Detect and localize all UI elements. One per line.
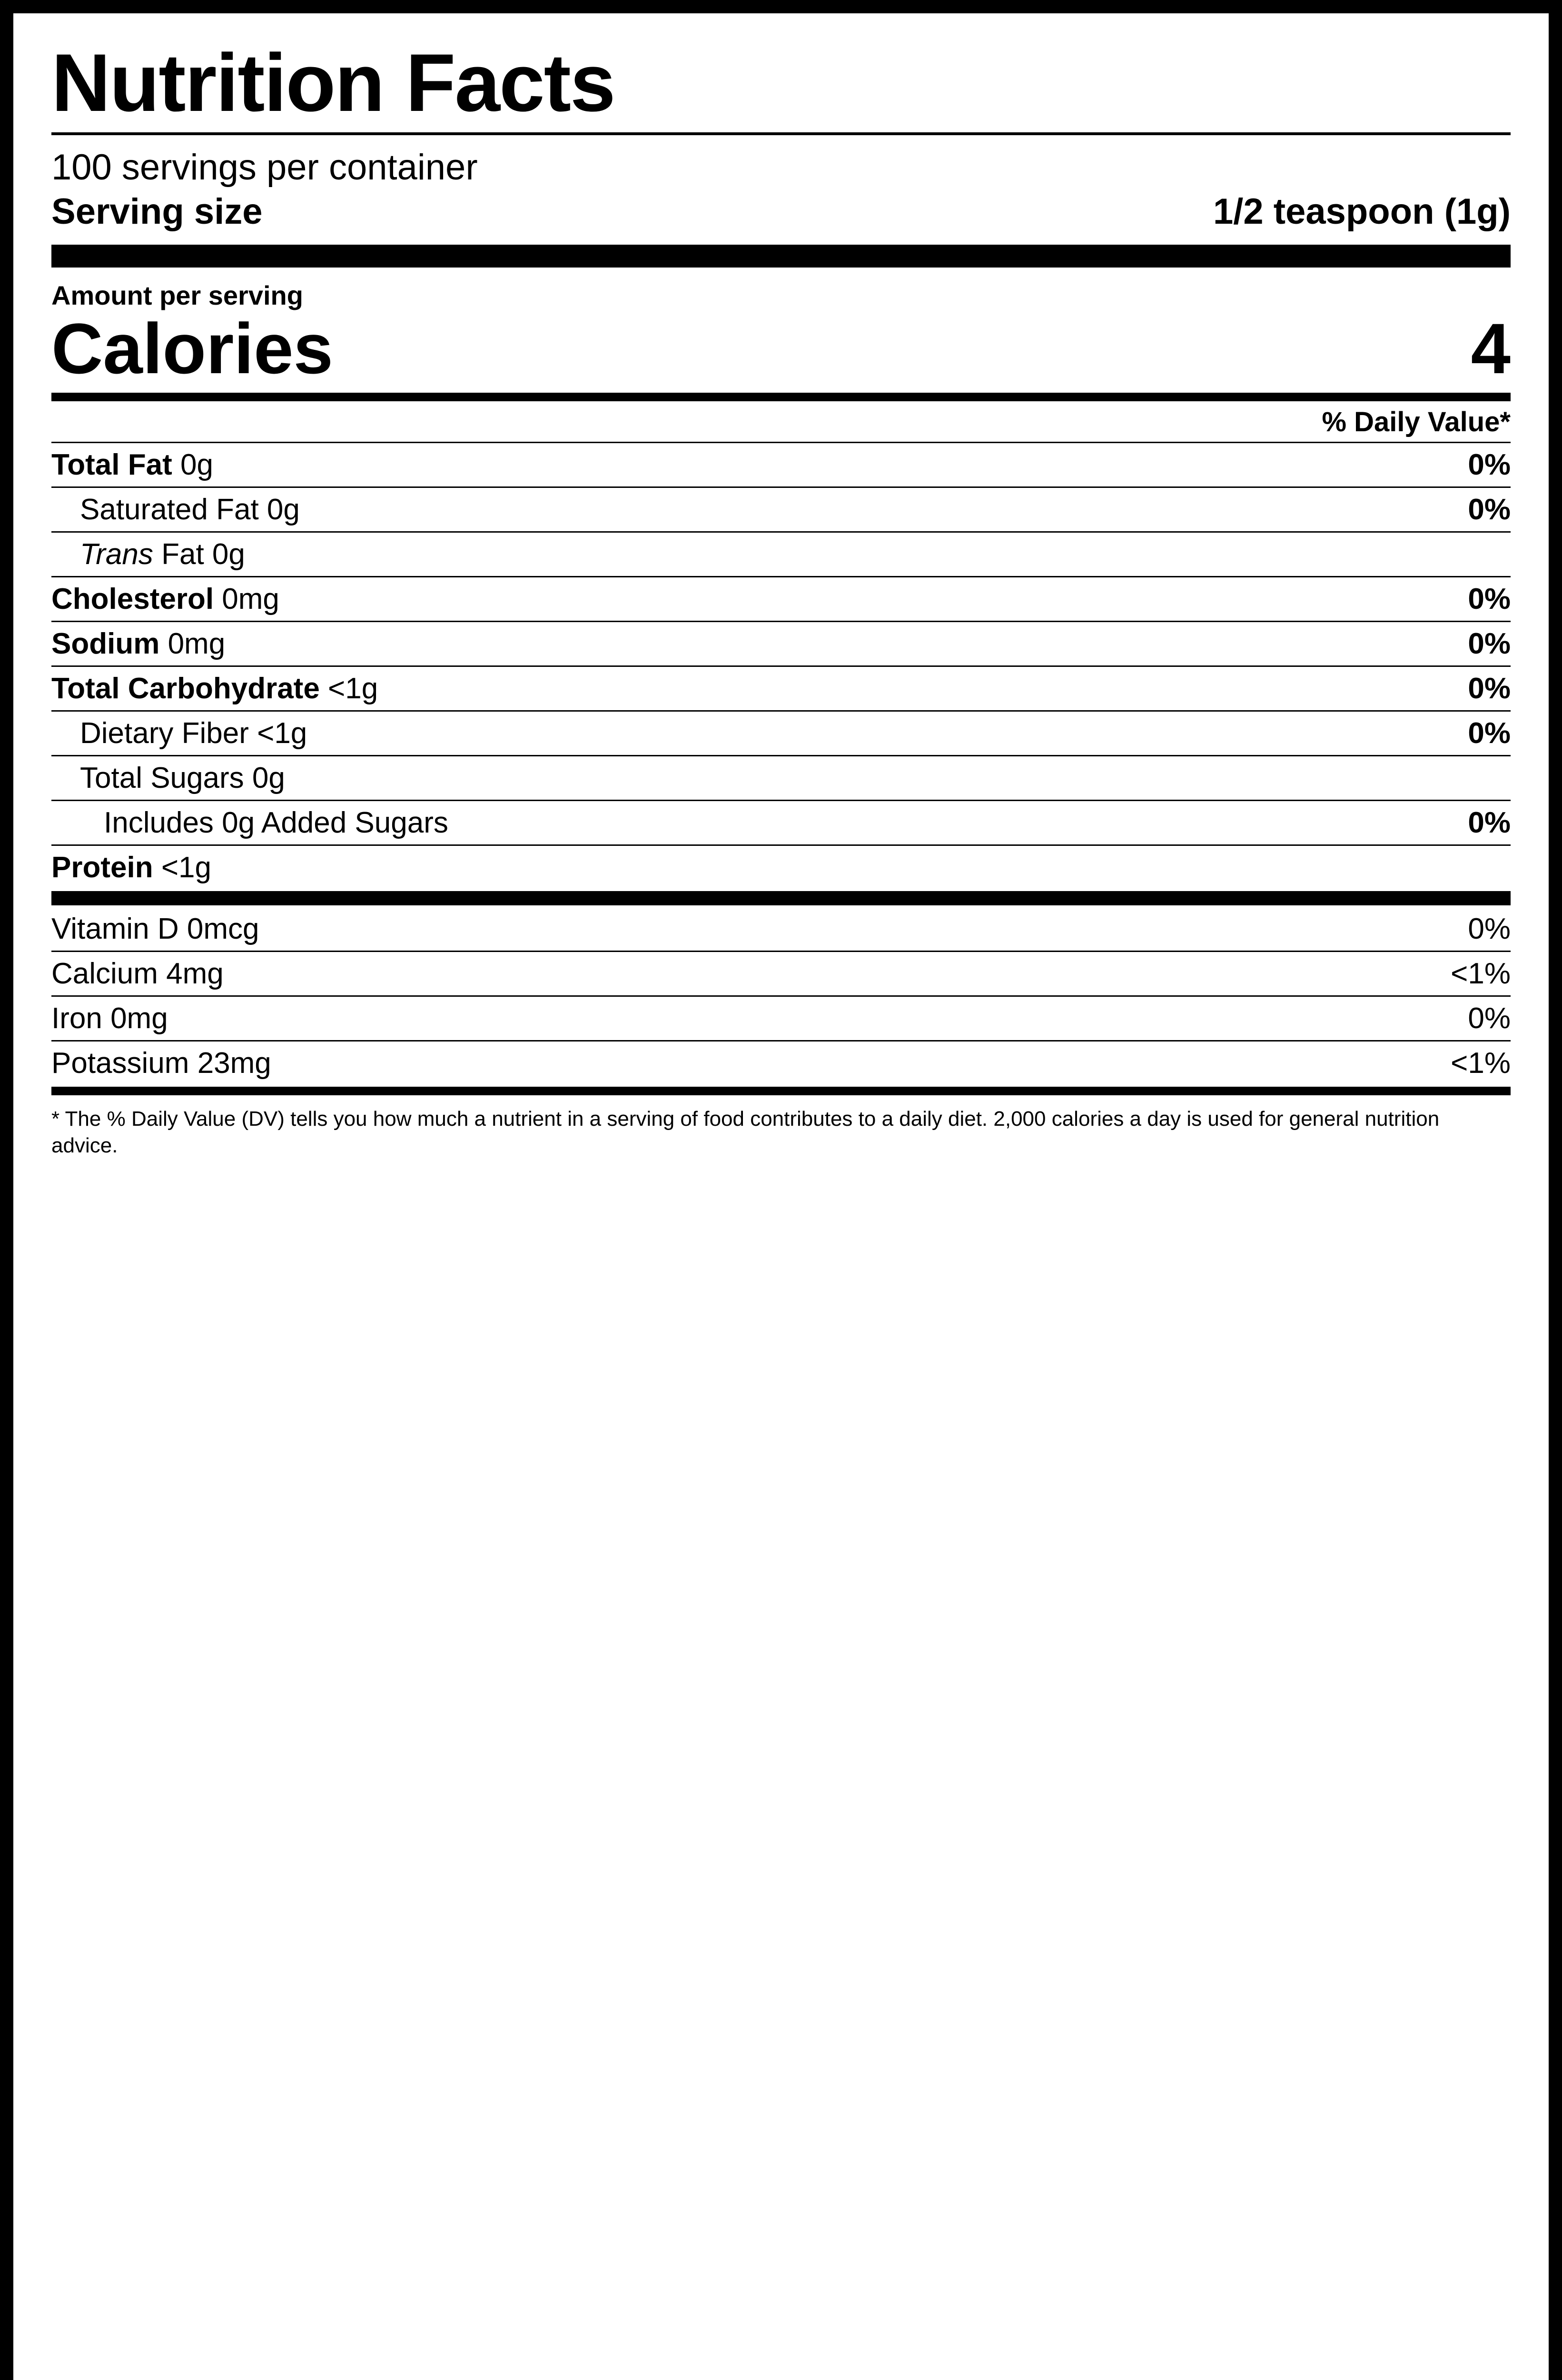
nutrient-name-added-sugars: Includes 0g Added Sugars xyxy=(104,806,448,840)
nutrient-name-total-sugars: Total Sugars 0g xyxy=(80,761,285,795)
nutrient-dv-total-carb: 0% xyxy=(1468,672,1511,705)
nutrient-name-cholesterol: Cholesterol 0mg xyxy=(51,582,279,616)
divider-after-vitamins xyxy=(51,1087,1511,1095)
nutrient-name-trans-fat: Trans Fat 0g xyxy=(80,537,245,571)
calories-value: 4 xyxy=(1471,313,1511,384)
serving-size-row: Serving size 1/2 teaspoon (1g) xyxy=(51,191,1511,232)
vit-row-vitamin-d: Vitamin D 0mcg 0% xyxy=(51,907,1511,952)
nutrient-row-total-fat: Total Fat 0g 0% xyxy=(51,443,1511,488)
nutrient-name-sodium: Sodium 0mg xyxy=(51,627,225,661)
calories-label: Calories xyxy=(51,313,333,384)
nutrient-dv-sodium: 0% xyxy=(1468,627,1511,661)
serving-size-value: 1/2 teaspoon (1g) xyxy=(1213,191,1511,232)
daily-value-header: % Daily Value* xyxy=(51,406,1511,443)
vit-name-vitamin-d: Vitamin D 0mcg xyxy=(51,912,259,946)
nutrient-row-dietary-fiber: Dietary Fiber <1g 0% xyxy=(51,712,1511,756)
nutrient-row-protein: Protein <1g xyxy=(51,846,1511,889)
nutrient-row-sodium: Sodium 0mg 0% xyxy=(51,622,1511,667)
nutrient-row-cholesterol: Cholesterol 0mg 0% xyxy=(51,577,1511,622)
nutrient-name-saturated-fat: Saturated Fat 0g xyxy=(80,493,300,526)
nutrition-label-root: Nutrition Facts 100 servings per contain… xyxy=(0,0,1562,2380)
page-title: Nutrition Facts xyxy=(51,42,1511,135)
vit-name-calcium: Calcium 4mg xyxy=(51,957,224,991)
footnote-text: * The % Daily Value (DV) tells you how m… xyxy=(51,1106,1511,1160)
calories-row: Calories 4 xyxy=(51,313,1511,384)
vit-dv-potassium: <1% xyxy=(1451,1046,1511,1080)
nutrient-dv-added-sugars: 0% xyxy=(1468,806,1511,840)
serving-size-label: Serving size xyxy=(51,191,263,232)
vit-row-calcium: Calcium 4mg <1% xyxy=(51,952,1511,997)
nutrient-name-protein: Protein <1g xyxy=(51,851,211,884)
nutrient-row-total-sugars: Total Sugars 0g xyxy=(51,756,1511,801)
nutrient-dv-total-fat: 0% xyxy=(1468,448,1511,482)
servings-per-container: 100 servings per container xyxy=(51,147,1511,188)
nutrient-dv-dietary-fiber: 0% xyxy=(1468,716,1511,750)
nutrient-name-total-fat: Total Fat 0g xyxy=(51,448,213,482)
vit-dv-vitamin-d: 0% xyxy=(1468,912,1511,946)
nutrient-row-trans-fat: Trans Fat 0g xyxy=(51,533,1511,577)
divider-after-serving-size xyxy=(51,245,1511,268)
nutrient-dv-saturated-fat: 0% xyxy=(1468,493,1511,526)
nutrient-row-added-sugars: Includes 0g Added Sugars 0% xyxy=(51,801,1511,846)
nutrition-label-frame: Nutrition Facts 100 servings per contain… xyxy=(7,7,1555,2380)
divider-after-calories xyxy=(51,393,1511,401)
amount-per-serving-label: Amount per serving xyxy=(51,280,1511,311)
vit-name-iron: Iron 0mg xyxy=(51,1002,168,1035)
nutrient-name-total-carb: Total Carbohydrate <1g xyxy=(51,672,378,705)
nutrient-row-saturated-fat: Saturated Fat 0g 0% xyxy=(51,488,1511,533)
nutrient-row-total-carb: Total Carbohydrate <1g 0% xyxy=(51,667,1511,712)
vit-row-potassium: Potassium 23mg <1% xyxy=(51,1041,1511,1085)
vit-dv-calcium: <1% xyxy=(1451,957,1511,991)
nutrient-name-dietary-fiber: Dietary Fiber <1g xyxy=(80,716,307,750)
vit-name-potassium: Potassium 23mg xyxy=(51,1046,271,1080)
nutrient-dv-cholesterol: 0% xyxy=(1468,582,1511,616)
divider-before-vitamins xyxy=(51,891,1511,905)
vit-dv-iron: 0% xyxy=(1468,1002,1511,1035)
vit-row-iron: Iron 0mg 0% xyxy=(51,997,1511,1041)
